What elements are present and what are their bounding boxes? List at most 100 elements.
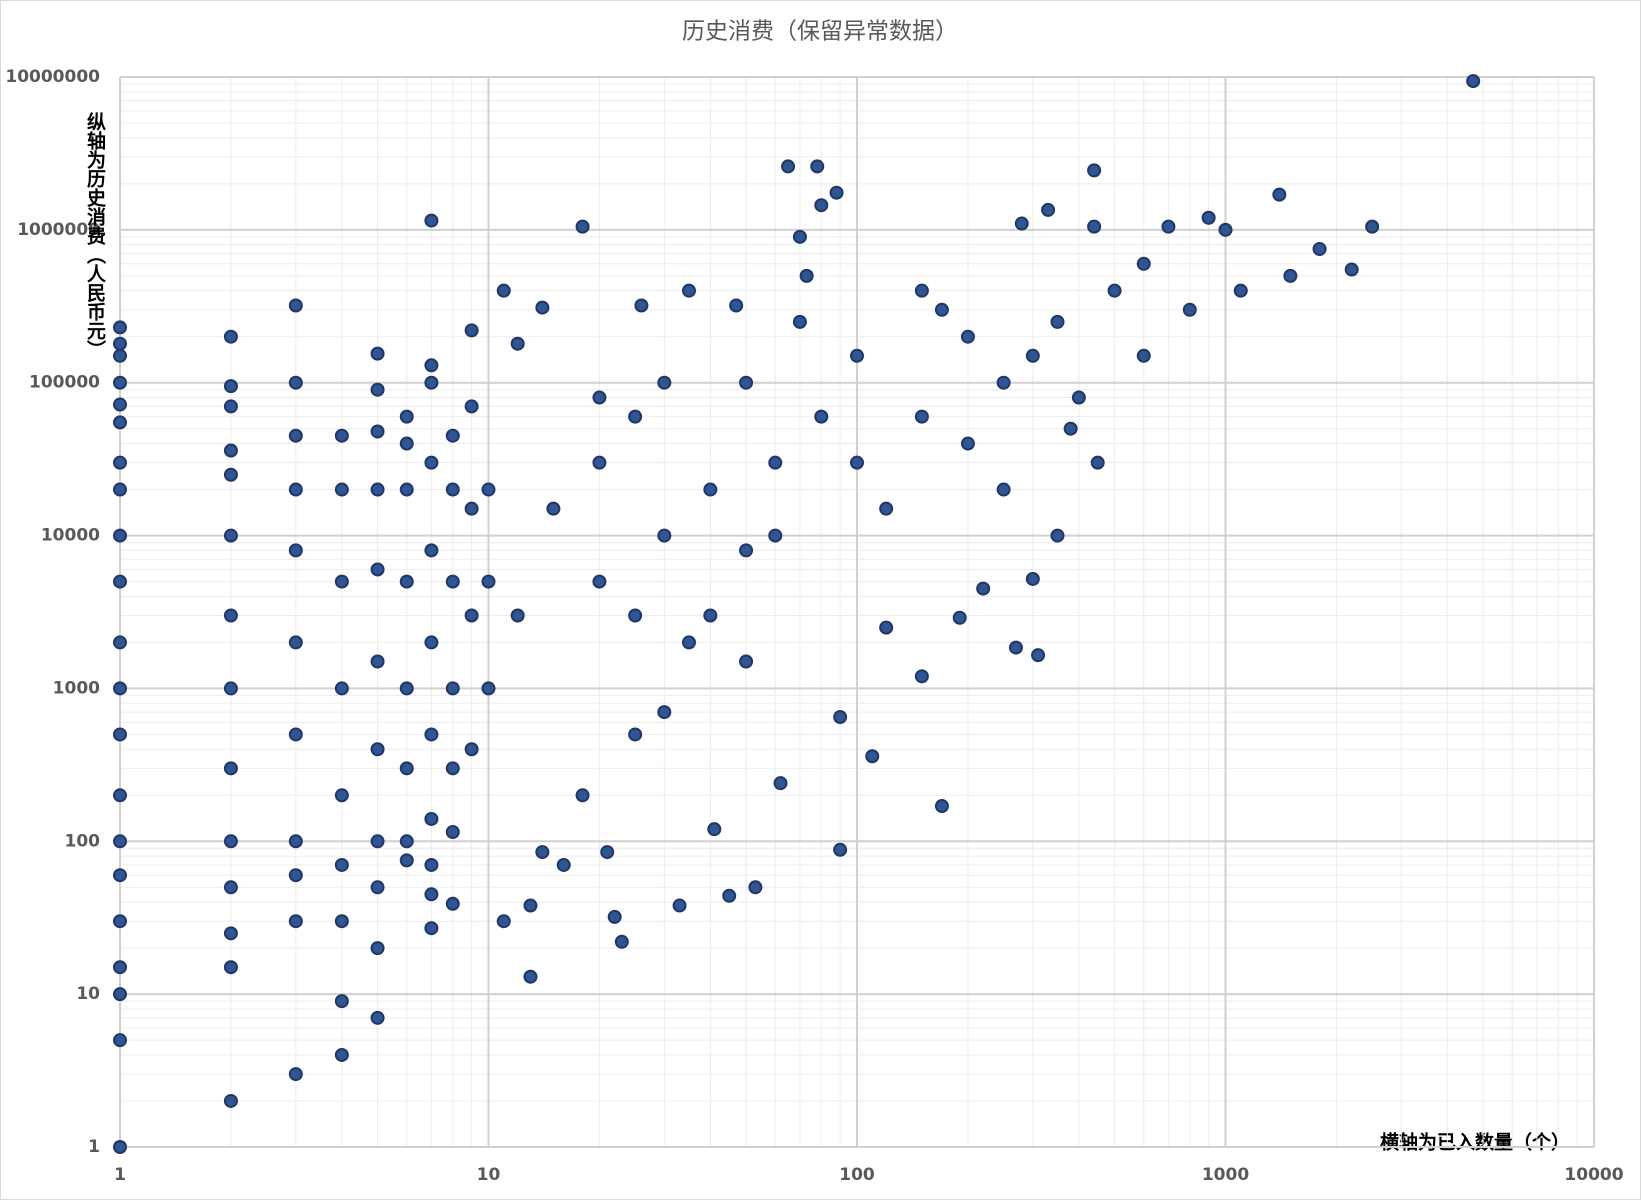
point <box>1161 219 1176 234</box>
point <box>556 857 571 872</box>
point <box>748 880 763 895</box>
point <box>334 428 349 443</box>
point <box>288 914 303 929</box>
point <box>464 608 479 623</box>
point <box>1090 455 1105 470</box>
point <box>1344 262 1359 277</box>
point <box>113 397 127 412</box>
point <box>424 375 439 390</box>
point <box>424 358 439 373</box>
point <box>481 574 496 589</box>
point <box>113 914 127 929</box>
point <box>833 842 848 857</box>
point <box>113 348 127 363</box>
x-axis-label: 横轴为已入数量（个） <box>1380 1131 1570 1154</box>
point <box>607 909 622 924</box>
point <box>773 776 788 791</box>
point <box>399 681 414 696</box>
point <box>113 788 127 803</box>
point <box>1041 202 1056 217</box>
point <box>960 436 975 451</box>
point <box>829 185 844 200</box>
point <box>535 300 550 315</box>
point <box>223 467 238 482</box>
point <box>657 705 672 720</box>
point <box>334 914 349 929</box>
point <box>288 727 303 742</box>
point <box>865 749 880 764</box>
point <box>399 409 414 424</box>
point <box>799 268 814 283</box>
point <box>370 1010 385 1025</box>
point <box>934 799 949 814</box>
point <box>1014 216 1029 231</box>
point <box>1283 268 1298 283</box>
point <box>288 298 303 313</box>
point <box>445 896 460 911</box>
point <box>464 323 479 338</box>
point <box>370 834 385 849</box>
point <box>445 681 460 696</box>
point <box>424 727 439 742</box>
point <box>792 229 807 244</box>
point <box>850 455 864 470</box>
point <box>996 482 1011 497</box>
point <box>223 926 238 941</box>
point <box>976 581 991 596</box>
y-tick-label: 100 <box>65 831 101 851</box>
point <box>370 562 385 577</box>
point <box>628 608 643 623</box>
y-tick-label: 10000 <box>41 526 100 546</box>
point <box>113 635 127 650</box>
point <box>996 375 1011 390</box>
point <box>628 727 643 742</box>
y-axis-label: 纵轴为历史消费（人民币元） <box>84 112 106 359</box>
point <box>445 825 460 840</box>
point <box>496 914 511 929</box>
point <box>445 482 460 497</box>
point <box>1218 222 1233 237</box>
point <box>113 727 127 742</box>
point <box>523 969 538 984</box>
y-tick-label: 100000 <box>29 373 100 393</box>
point <box>681 635 696 650</box>
point <box>1087 219 1102 234</box>
point <box>334 857 349 872</box>
point <box>334 482 349 497</box>
point <box>850 348 864 363</box>
point <box>113 681 127 696</box>
point <box>464 742 479 757</box>
y-tick-label: 10 <box>76 984 100 1004</box>
point <box>370 382 385 397</box>
point <box>703 482 718 497</box>
x-tick-label: 100 <box>839 1165 875 1185</box>
point <box>464 399 479 414</box>
point <box>1050 528 1065 543</box>
point <box>1031 648 1046 663</box>
point <box>792 314 807 329</box>
point <box>113 987 127 1002</box>
point <box>914 283 929 298</box>
point <box>592 574 607 589</box>
point <box>1365 219 1380 234</box>
y-tick-label: 1000 <box>53 678 100 698</box>
point <box>288 543 303 558</box>
point <box>739 375 754 390</box>
point <box>424 811 439 826</box>
point <box>445 574 460 589</box>
point <box>288 1067 303 1082</box>
y-tick-label: 10000000 <box>5 67 100 87</box>
x-tick-label: 10 <box>477 1165 501 1185</box>
point <box>399 574 414 589</box>
point <box>833 710 848 725</box>
point <box>1071 390 1086 405</box>
point <box>914 409 929 424</box>
point <box>113 482 127 497</box>
point <box>370 654 385 669</box>
point <box>1182 302 1197 317</box>
point <box>575 788 590 803</box>
point <box>370 742 385 757</box>
point <box>1025 571 1040 586</box>
point <box>399 436 414 451</box>
point <box>113 528 127 543</box>
